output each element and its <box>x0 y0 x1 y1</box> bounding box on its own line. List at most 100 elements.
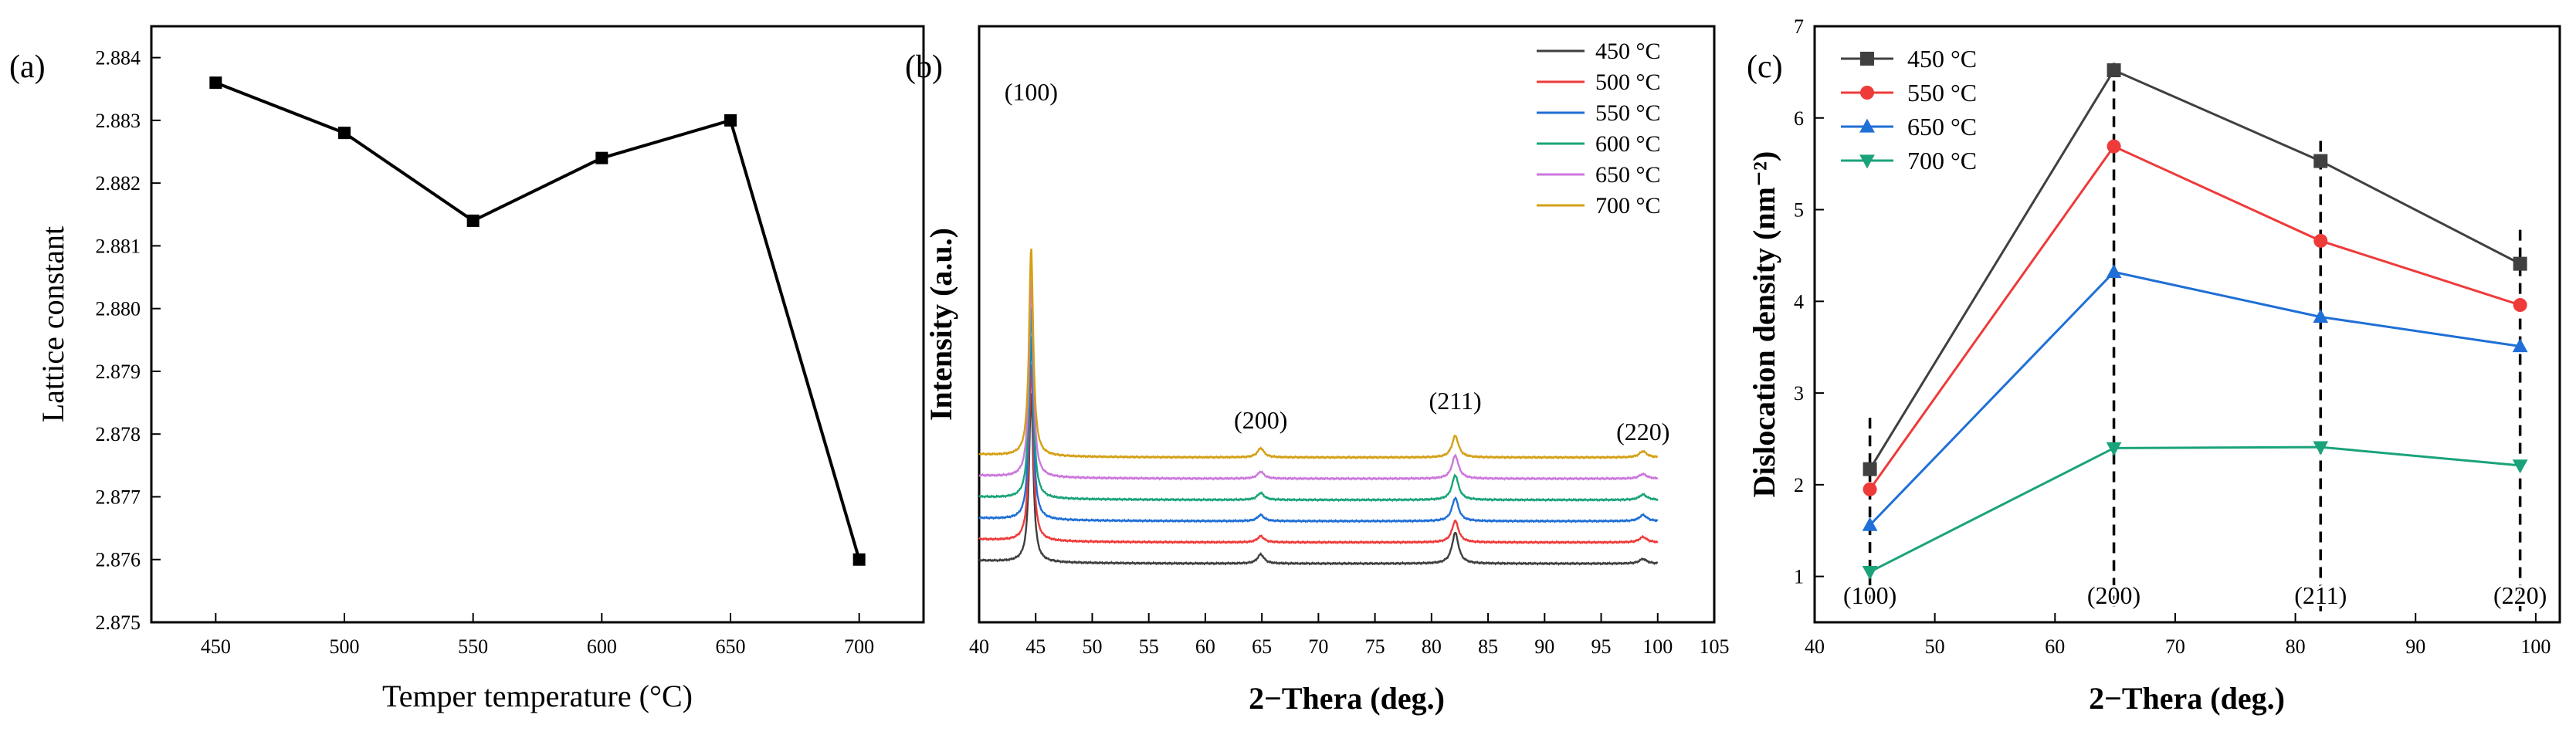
panel-c-y-tick-label: 1 <box>1794 566 1804 588</box>
panel-b-x-tick-label: 95 <box>1591 635 1612 658</box>
panel-c-x-tick-label: 100 <box>2520 635 2551 658</box>
panel-b-legend-label: 550 °C <box>1595 100 1661 126</box>
panel-a-y-tick-label: 2.884 <box>96 47 141 69</box>
panel-c-data-point <box>2512 459 2528 474</box>
panel-b-legend-label: 650 °C <box>1595 162 1661 188</box>
panel-a-x-tick-label: 650 <box>716 635 746 658</box>
panel-b-x-tick-label: 90 <box>1534 635 1554 658</box>
panel-c-x-tick-label: 40 <box>1805 635 1825 658</box>
panel-a-y-tick-label: 2.881 <box>96 235 141 257</box>
panel-b-legend-label: 700 °C <box>1595 193 1661 218</box>
panel-b-peak-label: (100) <box>1005 78 1058 106</box>
panel-c-data-point <box>2513 256 2527 271</box>
panel-b-peak-label: (200) <box>1234 406 1287 434</box>
panel-b-peak-labels: (100) (200) (211) (220) <box>1005 78 1670 445</box>
panel-a-y-axis-title: Lattice constant <box>36 226 70 422</box>
panel-a-data-point <box>466 214 480 227</box>
panel-a-data-point <box>852 553 866 566</box>
panel-b-plot-frame <box>978 25 1716 624</box>
panel-c-data-point <box>2313 233 2328 248</box>
panel-c-x-tick-label: 70 <box>2165 635 2185 658</box>
panel-b-x-ticks: 40 45 50 55 60 65 70 75 80 85 90 95 100 105 <box>969 613 1730 658</box>
panel-b-x-tick-label: 70 <box>1308 635 1328 658</box>
panel-c-data-point <box>1863 482 1877 496</box>
panel-b-x-tick-label: 80 <box>1422 635 1442 658</box>
panel-c-x-tick-label: 60 <box>2045 635 2065 658</box>
panel-a-x-tick-label: 550 <box>458 635 488 658</box>
panel-c-x-axis-title: 2−Thera (deg.) <box>2089 681 2285 716</box>
panel-a-y-tick-label: 2.875 <box>96 611 141 634</box>
panel-b-series-line <box>978 278 1659 481</box>
panel-a-data-point <box>209 76 222 90</box>
panel-c-label: (c) <box>1747 49 1783 85</box>
panel-a-plot-frame <box>150 25 925 624</box>
panel-b-x-tick-label: 65 <box>1252 635 1272 658</box>
panel-c-x-tick-label: 50 <box>1925 635 1945 658</box>
panel-a-data-point <box>724 113 737 127</box>
panel-a-x-tick-label: 700 <box>844 635 874 658</box>
panel-b-legend-label: 500 °C <box>1595 69 1661 95</box>
panel-a-x-tick-label: 500 <box>330 635 360 658</box>
panel-c-x-tick-label: 90 <box>2405 635 2425 658</box>
panel-c-y-tick-label: 7 <box>1794 15 1804 38</box>
panel-c-legend-swatch-marker <box>1860 86 1874 100</box>
panel-c-plane-label: (200) <box>2087 581 2140 609</box>
panel-c-y-tick-label: 5 <box>1794 199 1804 222</box>
panel-a-y-tick-label: 2.880 <box>96 298 141 320</box>
panel-c-series-line <box>1869 69 2521 470</box>
panel-a-y-tick-label: 2.877 <box>96 486 141 508</box>
panel-c-data-point <box>1862 566 1878 581</box>
panel-c-legend-label: 700 °C <box>1907 147 1977 174</box>
panel-c-series-line <box>1869 144 2521 490</box>
panel-b-x-tick-label: 85 <box>1478 635 1498 658</box>
panel-b-x-tick-label: 50 <box>1082 635 1102 658</box>
panel-c-series-line <box>1869 270 2520 527</box>
panel-c-plane-label: (211) <box>2294 581 2347 609</box>
panel-c-x-ticks: 40 50 60 70 80 90 100 <box>1805 613 2551 658</box>
panel-b-xrd-pattern-chart: (b) 40 45 50 55 60 65 70 75 80 85 90 95 100 105 (100)… <box>905 25 1730 716</box>
panel-b-series-line <box>978 249 1659 460</box>
panel-c-y-tick-label: 4 <box>1794 290 1804 313</box>
panel-c-y-axis-title: Dislocation density (nm⁻²) <box>1747 151 1781 498</box>
panel-c-data-point <box>2313 154 2328 168</box>
panel-c-data-point <box>2106 263 2122 278</box>
panel-c-data-point <box>1863 462 1877 476</box>
panel-a-y-ticks: 2.875 2.876 2.877 2.878 2.879 2.880 2.881 2.882… <box>96 47 161 634</box>
panel-c-data-point <box>2107 63 2121 78</box>
panel-c-data-point <box>2313 441 2329 456</box>
panel-a-x-ticks: 450 500 550 600 650 700 <box>201 613 874 658</box>
panel-b-peak-label: (211) <box>1429 387 1482 415</box>
panel-c-y-ticks: 1 2 3 4 5 6 7 <box>1794 15 1824 588</box>
panel-c-legend-swatch-marker <box>1859 154 1875 169</box>
panel-c-peak-dashed-lines <box>1868 63 2522 611</box>
panel-a-x-tick-label: 600 <box>587 635 617 658</box>
panel-c-plane-label: (220) <box>2493 581 2547 609</box>
panel-c-legend: 450 °C 550 °C 650 °C 700 °C <box>1841 45 1977 174</box>
panel-b-series-line <box>978 336 1659 523</box>
panel-c-plot-frame <box>1813 25 2561 624</box>
panel-a-data-point <box>595 151 608 164</box>
panel-a-y-tick-label: 2.876 <box>96 549 141 571</box>
panel-c-legend-label: 450 °C <box>1907 45 1977 73</box>
panel-a-series-line <box>215 81 861 561</box>
panel-c-x-tick-label: 80 <box>2286 635 2306 658</box>
panel-c-dislocation-density-chart: (c) 40 50 60 70 80 90 100 1 2 3 4 5 6 7 (100) (200) (2… <box>1747 15 2561 716</box>
panel-b-x-tick-label: 55 <box>1139 635 1159 658</box>
panel-c-legend-label: 650 °C <box>1907 113 1977 141</box>
panel-b-legend-label: 600 °C <box>1595 131 1661 157</box>
panel-b-x-tick-label: 45 <box>1025 635 1046 658</box>
panel-c-series-line <box>1869 445 2520 574</box>
panel-c-y-tick-label: 2 <box>1794 474 1804 496</box>
panel-b-x-tick-label: 105 <box>1700 635 1730 658</box>
panel-a-x-tick-label: 450 <box>201 635 231 658</box>
panel-c-data-point <box>1862 517 1878 531</box>
panel-b-y-axis-title: Intensity (a.u.) <box>924 228 958 421</box>
panel-c-data-point <box>2107 139 2121 154</box>
panel-c-plane-labels: (100) (200) (211) (220) <box>1841 579 2549 611</box>
panel-c-series <box>1862 63 2528 581</box>
panel-a-label: (a) <box>9 49 46 85</box>
panel-a-lattice-constant-chart: (a) 450 500 550 600 650 700 2.875 2.876 2.877 2.… <box>9 25 925 713</box>
panel-a-y-tick-label: 2.878 <box>96 423 141 445</box>
panel-b-x-tick-label: 100 <box>1642 635 1673 658</box>
